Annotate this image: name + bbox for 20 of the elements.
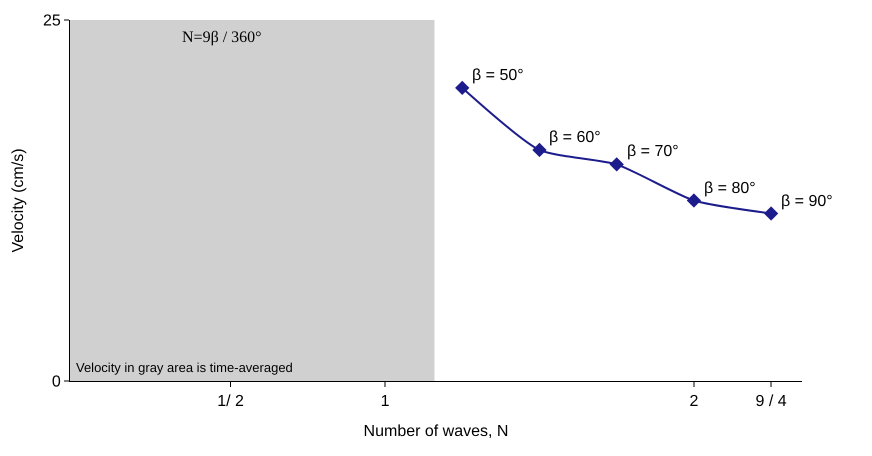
annotation: β = 50° bbox=[472, 67, 524, 84]
x-tick-label: 9 / 4 bbox=[756, 393, 787, 410]
point bbox=[686, 193, 702, 208]
x-tick-label: 1/ 2 bbox=[217, 393, 244, 410]
point bbox=[610, 157, 624, 172]
y-tick-label: 0 bbox=[52, 374, 61, 391]
x-axis-title: Number of waves, N bbox=[364, 422, 508, 440]
y-axis-title: Velocity (cm/s) bbox=[10, 148, 27, 253]
y-tick-label: 25 bbox=[43, 12, 61, 30]
point bbox=[455, 80, 470, 96]
annotation: Velocity in gray area is time-averaged bbox=[76, 360, 293, 375]
x-tick-label: 2 bbox=[689, 393, 698, 410]
annotation: β = 80° bbox=[704, 180, 756, 197]
x-tick-label: 1 bbox=[380, 393, 390, 410]
annotation: β = 60° bbox=[549, 129, 601, 146]
point bbox=[764, 206, 778, 221]
annotation: β = 90° bbox=[781, 193, 833, 210]
point bbox=[532, 142, 547, 158]
annotation: N=9β / 360° bbox=[182, 29, 262, 46]
annotation: β = 70° bbox=[627, 143, 679, 160]
